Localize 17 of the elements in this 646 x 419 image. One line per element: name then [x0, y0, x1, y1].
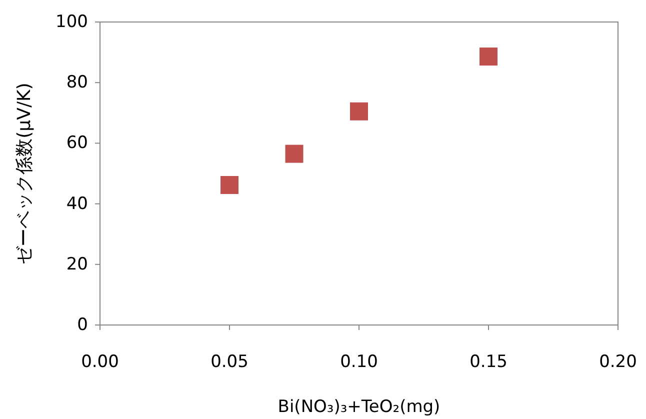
y-axis-title: ゼーベック係数(μV/K) — [14, 82, 35, 264]
x-tick-label: 0.10 — [340, 352, 378, 372]
y-tick-label: 60 — [66, 133, 88, 154]
y-tick-label: 40 — [66, 194, 88, 214]
x-tick-label: 0.00 — [81, 352, 119, 372]
y-tick-label: 20 — [66, 254, 88, 274]
y-tick-label: 100 — [56, 12, 88, 32]
x-axis-title: Bi(NO₃)₃+TeO₂(mg) — [278, 397, 440, 417]
y-tick-label: 0 — [77, 315, 88, 335]
point — [480, 48, 498, 66]
point — [350, 102, 368, 120]
point — [285, 144, 304, 163]
x-tick-label: 0.20 — [599, 352, 637, 372]
point — [220, 176, 238, 194]
y-tick-label: 80 — [66, 72, 88, 93]
x-tick-label: 0.15 — [470, 352, 508, 372]
x-tick-label: 0.05 — [210, 352, 248, 372]
